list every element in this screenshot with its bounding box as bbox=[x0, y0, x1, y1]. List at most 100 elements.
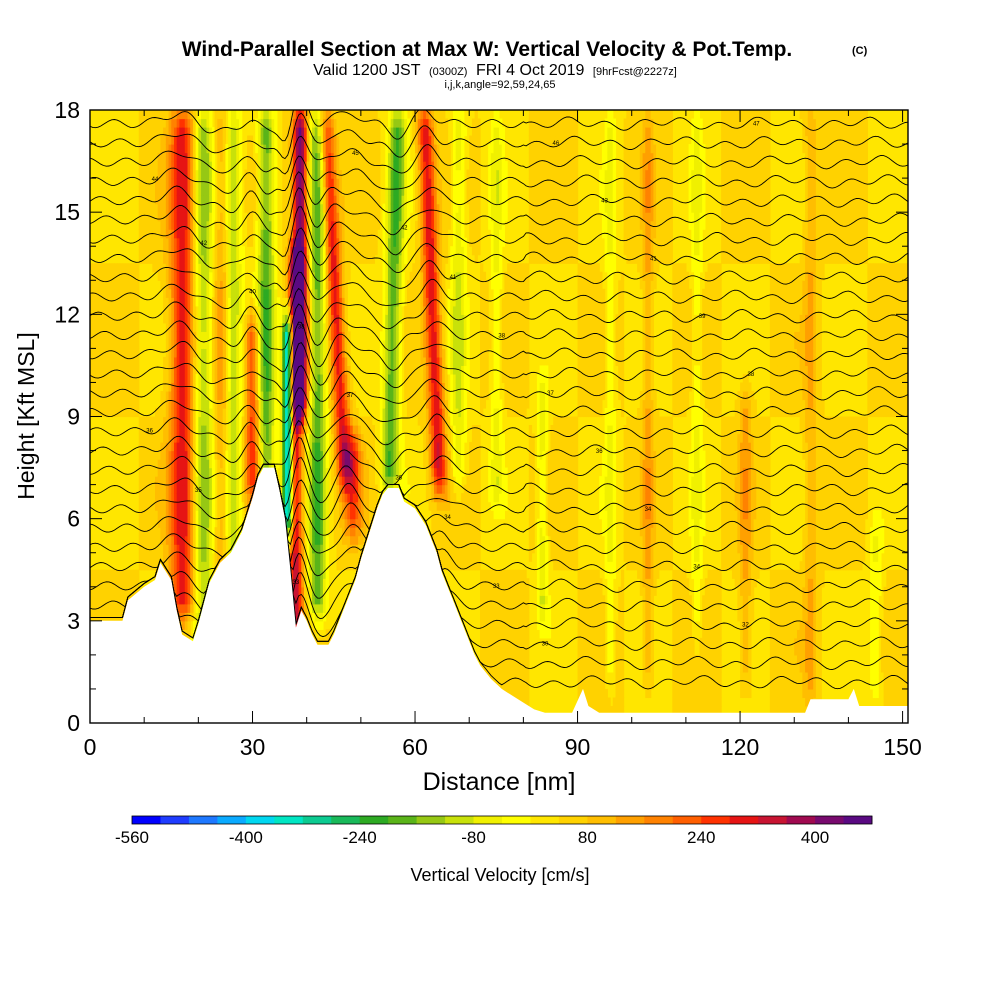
field-cell bbox=[168, 331, 172, 341]
field-cell bbox=[130, 382, 134, 392]
field-cell bbox=[325, 169, 329, 179]
field-cell bbox=[282, 144, 286, 154]
field-cell bbox=[333, 110, 338, 120]
field-cell bbox=[108, 263, 113, 273]
field-cell bbox=[320, 425, 324, 435]
field-cell bbox=[100, 322, 105, 332]
field-cell bbox=[333, 144, 338, 154]
field-cell bbox=[293, 246, 297, 256]
field-cell bbox=[168, 561, 172, 571]
field-cell bbox=[122, 365, 126, 375]
field-cell bbox=[195, 578, 199, 588]
field-cell bbox=[146, 144, 151, 154]
field-cell bbox=[179, 569, 183, 579]
field-cell bbox=[184, 416, 189, 426]
field-cell bbox=[293, 161, 297, 171]
field-cell bbox=[160, 161, 164, 171]
field-cell bbox=[98, 373, 102, 384]
field-cell bbox=[325, 425, 329, 435]
field-cell bbox=[171, 271, 175, 281]
field-cell bbox=[155, 161, 159, 171]
field-cell bbox=[331, 127, 335, 137]
field-cell bbox=[293, 110, 297, 120]
field-cell bbox=[341, 314, 346, 324]
field-cell bbox=[293, 365, 297, 375]
field-cell bbox=[255, 373, 259, 384]
field-cell bbox=[184, 237, 189, 247]
field-cell bbox=[214, 373, 218, 384]
field-cell bbox=[295, 399, 300, 409]
field-cell bbox=[306, 212, 310, 222]
field-cell bbox=[295, 118, 300, 128]
field-cell bbox=[298, 425, 302, 435]
field-cell bbox=[184, 373, 189, 384]
field-cell bbox=[220, 127, 224, 137]
field-cell bbox=[138, 433, 143, 443]
field-cell bbox=[201, 552, 205, 562]
field-cell bbox=[287, 339, 292, 349]
field-cell bbox=[103, 407, 107, 418]
field-cell bbox=[274, 237, 278, 247]
field-cell bbox=[293, 229, 297, 239]
field-cell bbox=[266, 178, 270, 188]
field-cell bbox=[230, 271, 235, 281]
field-cell bbox=[149, 220, 153, 230]
field-cell bbox=[171, 535, 175, 545]
field-cell bbox=[195, 212, 199, 222]
field-cell bbox=[282, 178, 286, 188]
field-cell bbox=[165, 288, 170, 298]
field-cell bbox=[100, 297, 105, 307]
field-cell bbox=[211, 501, 216, 511]
field-cell bbox=[182, 186, 186, 196]
field-cell bbox=[152, 433, 156, 443]
field-cell bbox=[152, 152, 156, 162]
field-cell bbox=[192, 476, 197, 486]
field-cell bbox=[247, 322, 251, 332]
field-cell bbox=[333, 510, 338, 520]
field-cell bbox=[209, 425, 213, 435]
field-cell bbox=[279, 450, 283, 460]
field-cell bbox=[260, 271, 264, 281]
field-cell bbox=[190, 186, 194, 196]
field-cell bbox=[195, 161, 199, 171]
field-cell bbox=[230, 161, 235, 171]
field-cell bbox=[233, 178, 237, 188]
field-cell bbox=[233, 237, 237, 247]
field-cell bbox=[244, 356, 248, 367]
field-cell bbox=[192, 135, 197, 145]
field-cell bbox=[206, 195, 210, 205]
field-cell bbox=[119, 288, 124, 298]
field-cell bbox=[130, 314, 134, 324]
field-cell bbox=[201, 390, 205, 401]
field-cell bbox=[312, 484, 316, 494]
field-cell bbox=[149, 510, 153, 520]
field-cell bbox=[157, 518, 162, 528]
field-cell bbox=[298, 110, 302, 120]
field-cell bbox=[325, 212, 329, 222]
field-cell bbox=[276, 425, 281, 435]
field-cell bbox=[103, 305, 107, 315]
field-cell bbox=[201, 561, 205, 571]
field-cell bbox=[187, 220, 191, 230]
field-cell bbox=[182, 390, 186, 401]
field-cell bbox=[176, 442, 180, 452]
field-cell bbox=[266, 433, 270, 443]
field-cell bbox=[247, 484, 251, 494]
field-cell bbox=[295, 459, 300, 469]
field-cell bbox=[295, 450, 300, 460]
field-cell bbox=[339, 271, 343, 281]
field-cell bbox=[160, 186, 164, 196]
field-cell bbox=[228, 433, 232, 443]
field-cell bbox=[217, 322, 221, 332]
field-cell bbox=[314, 169, 319, 179]
field-cell bbox=[152, 467, 156, 477]
field-cell bbox=[309, 595, 313, 605]
field-cell bbox=[341, 152, 346, 162]
field-cell bbox=[160, 220, 164, 230]
field-cell bbox=[314, 612, 319, 622]
field-cell bbox=[220, 237, 224, 247]
field-cell bbox=[198, 254, 202, 264]
field-cell bbox=[257, 356, 262, 367]
field-cell bbox=[228, 322, 232, 332]
field-cell bbox=[187, 629, 191, 639]
